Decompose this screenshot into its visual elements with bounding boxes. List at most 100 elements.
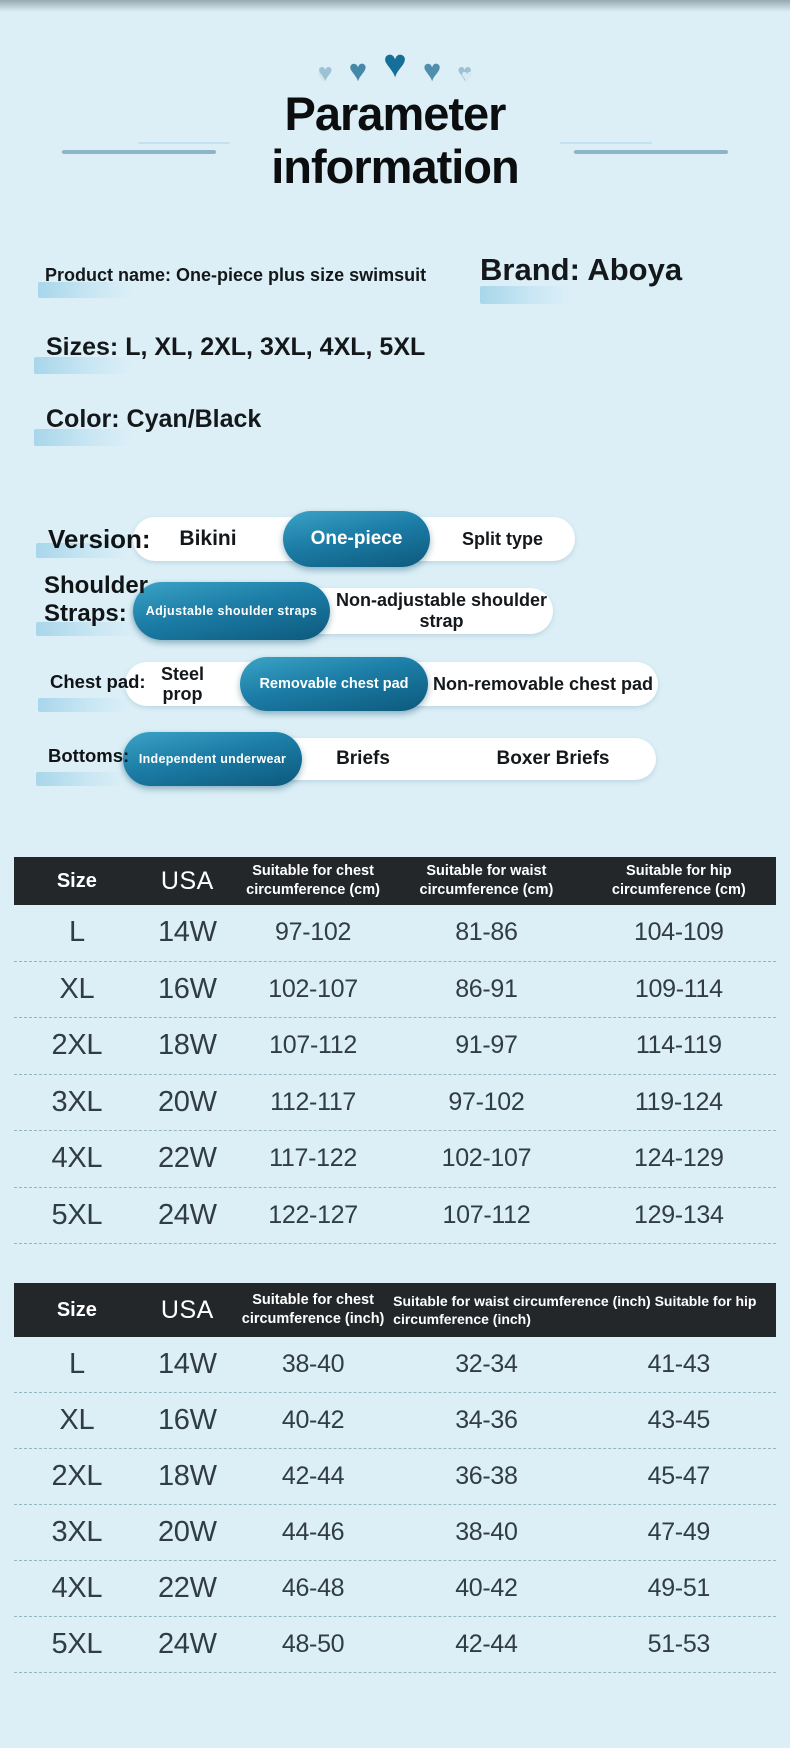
table-cell: 3XL bbox=[51, 1516, 103, 1548]
highlight-swash bbox=[38, 282, 133, 298]
table-row: 3XL 20W 112-117 97-102 119-124 bbox=[14, 1075, 776, 1131]
highlight-swash bbox=[36, 543, 128, 558]
table-cell: 49-51 bbox=[647, 1574, 711, 1602]
table-cell: 91-97 bbox=[455, 1031, 518, 1060]
table-header-cell: Size bbox=[56, 1298, 97, 1321]
heart-icon: ♥ bbox=[461, 66, 473, 88]
table-cell: 107-112 bbox=[269, 1031, 357, 1060]
table-header-cell: Suitable for waist circumference (inch) … bbox=[393, 1292, 757, 1327]
option-split-type[interactable]: Split type bbox=[461, 528, 543, 549]
table-row: XL 16W 102-107 86-91 109-114 bbox=[14, 962, 776, 1018]
decorative-line bbox=[560, 142, 652, 144]
option-label-shoulder-straps: Shoulder Straps: bbox=[44, 572, 149, 628]
table-cell: 34-36 bbox=[455, 1406, 518, 1434]
table-header-cell: Suitable for waist circumference (cm) bbox=[419, 863, 554, 898]
table-cell: XL bbox=[59, 972, 95, 1005]
table-cell: 42-44 bbox=[455, 1630, 518, 1658]
highlight-swash bbox=[34, 429, 132, 446]
color-text: Color: Cyan/Black bbox=[46, 405, 262, 433]
table-row: 5XL 24W 48-50 42-44 51-53 bbox=[14, 1617, 776, 1673]
top-shadow bbox=[0, 0, 790, 12]
table-cell: 43-45 bbox=[647, 1406, 711, 1434]
table-cell: 3XL bbox=[51, 1085, 103, 1118]
table-cell: 22W bbox=[157, 1142, 217, 1175]
table-row: 2XL 18W 107-112 91-97 114-119 bbox=[14, 1018, 776, 1075]
table-header-cell: Suitable for hip circumference (cm) bbox=[611, 863, 746, 898]
table-header-row: Size USA Suitable for chest circumferenc… bbox=[14, 1283, 776, 1337]
table-cell: 4XL bbox=[51, 1142, 103, 1175]
table-cell: 22W bbox=[157, 1572, 217, 1604]
table-cell: 44-46 bbox=[281, 1518, 345, 1546]
table-cell: 16W bbox=[157, 1404, 217, 1436]
heart-icon: ♥ bbox=[457, 58, 473, 87]
table-cell: L bbox=[68, 1348, 85, 1380]
table-cell: 4XL bbox=[51, 1572, 103, 1604]
table-header-cell: Suitable for chest circumference (inch) bbox=[241, 1292, 385, 1327]
table-cell: 38-40 bbox=[455, 1518, 518, 1546]
option-adjustable-straps-selected[interactable]: Adjustable shoulder straps bbox=[133, 582, 330, 640]
highlight-swash bbox=[480, 286, 570, 304]
table-cell: 14W bbox=[157, 916, 217, 949]
table-header-cell: Size bbox=[56, 869, 97, 892]
option-label-version: Version: bbox=[48, 524, 151, 554]
heart-icon: ♥ bbox=[383, 42, 407, 86]
table-cell: 36-38 bbox=[455, 1462, 518, 1490]
option-label-chest-pad: Chest pad: bbox=[50, 671, 146, 692]
table-cell: L bbox=[68, 916, 85, 949]
table-cell: 5XL bbox=[51, 1628, 103, 1660]
table-cell: 107-112 bbox=[442, 1200, 531, 1229]
table-cell: 2XL bbox=[51, 1029, 103, 1062]
table-cell: XL bbox=[59, 1404, 95, 1436]
highlight-swash bbox=[36, 622, 138, 636]
sizes-text: Sizes: L, XL, 2XL, 3XL, 4XL, 5XL bbox=[46, 333, 426, 361]
table-row: 2XL 18W 42-44 36-38 45-47 bbox=[14, 1449, 776, 1505]
brand-text: Brand: Aboya bbox=[480, 252, 683, 287]
page-title-line2: information bbox=[271, 139, 519, 193]
table-row: 4XL 22W 117-122 102-107 124-129 bbox=[14, 1131, 776, 1188]
highlight-swash bbox=[36, 772, 126, 786]
table-cell: 129-134 bbox=[633, 1200, 724, 1229]
hearts-decoration: ♥ ♥ ♥ ♥ ♥ ♥ ♥ bbox=[0, 44, 790, 90]
table-cell: 5XL bbox=[51, 1198, 103, 1231]
table-cell: 14W bbox=[157, 1348, 217, 1380]
option-briefs[interactable]: Briefs bbox=[336, 748, 390, 769]
table-header-cell: Suitable for chest circumference (cm) bbox=[246, 863, 380, 898]
decorative-line bbox=[62, 150, 216, 154]
table-cell: 97-102 bbox=[448, 1087, 525, 1116]
table-cell: 20W bbox=[157, 1085, 217, 1118]
table-cell: 114-119 bbox=[635, 1031, 722, 1060]
table-cell: 119-124 bbox=[634, 1087, 723, 1116]
heart-icon: ♥ bbox=[348, 52, 368, 88]
option-non-adjustable-strap[interactable]: Non-adjustable shoulder strap bbox=[335, 590, 548, 631]
highlight-swash bbox=[38, 698, 128, 712]
heart-icon: ♥ bbox=[317, 65, 329, 87]
table-cell: 102-107 bbox=[268, 974, 358, 1003]
option-one-piece-selected[interactable]: One-piece bbox=[283, 511, 430, 567]
option-non-removable-chest-pad[interactable]: Non-removable chest pad bbox=[432, 673, 654, 694]
table-cell: 42-44 bbox=[281, 1462, 345, 1490]
option-boxer-briefs[interactable]: Boxer Briefs bbox=[496, 748, 610, 769]
table-cell: 112-117 bbox=[270, 1087, 357, 1116]
table-header-cell: USA bbox=[160, 866, 214, 895]
table-cell: 40-42 bbox=[281, 1406, 345, 1434]
table-row: 5XL 24W 122-127 107-112 129-134 bbox=[14, 1188, 776, 1244]
table-row: 4XL 22W 46-48 40-42 49-51 bbox=[14, 1561, 776, 1617]
heart-icon: ♥ bbox=[422, 52, 442, 88]
table-cell: 51-53 bbox=[647, 1630, 711, 1658]
table-cell: 102-107 bbox=[441, 1144, 532, 1173]
option-group-chest-pad: Steel prop Removable chest pad Non-remov… bbox=[125, 657, 658, 711]
option-independent-underwear-selected[interactable]: Independent underwear bbox=[123, 732, 302, 786]
size-table-inch: Size USA Suitable for chest circumferenc… bbox=[14, 1283, 776, 1673]
page-title: Parameter information bbox=[0, 87, 790, 193]
table-row: XL 16W 40-42 34-36 43-45 bbox=[14, 1393, 776, 1449]
option-removable-chest-pad-selected[interactable]: Removable chest pad bbox=[240, 657, 428, 711]
table-cell: 47-49 bbox=[647, 1518, 711, 1546]
heart-icon: ♥ bbox=[317, 58, 333, 87]
option-label-bottoms: Bottoms: bbox=[48, 745, 130, 766]
option-steel-prop[interactable]: Steel prop bbox=[160, 663, 205, 704]
table-row: L 14W 97-102 81-86 104-109 bbox=[14, 905, 776, 962]
highlight-swash bbox=[34, 357, 132, 374]
option-bikini[interactable]: Bikini bbox=[179, 527, 237, 550]
table-cell: 97-102 bbox=[275, 918, 352, 947]
